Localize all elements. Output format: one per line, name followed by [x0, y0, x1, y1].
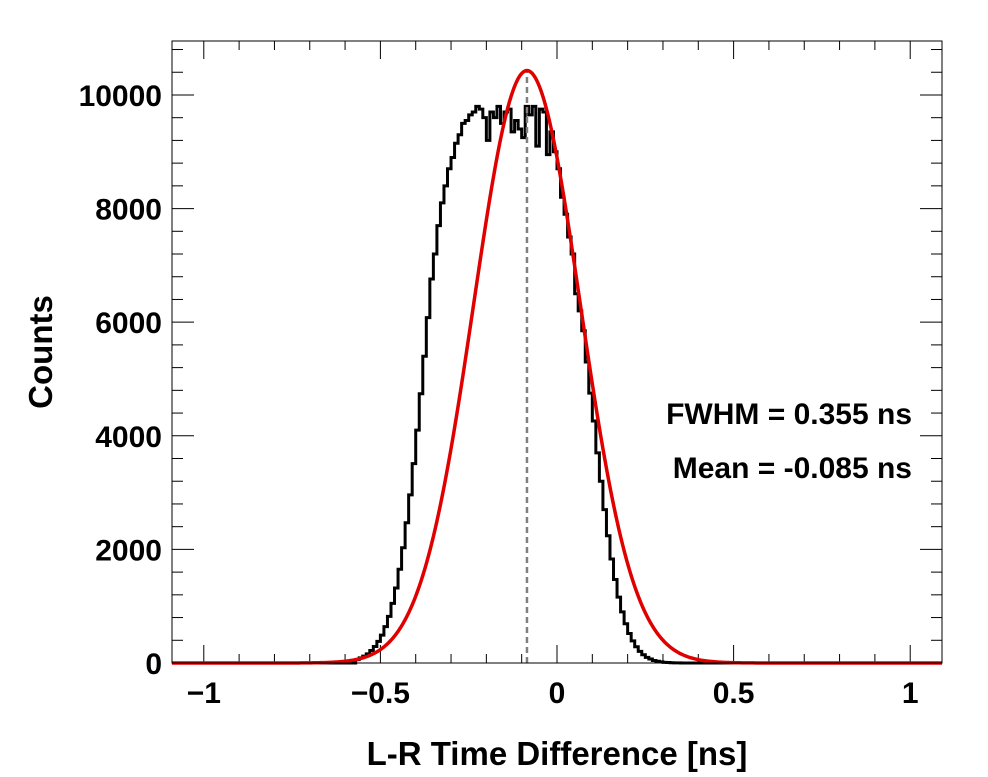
histogram-bin: [553, 152, 557, 663]
histogram-bin: [448, 169, 452, 663]
y-tick-label: 10000: [79, 80, 162, 113]
histogram-bin: [483, 118, 487, 663]
histogram-bars: [172, 104, 942, 665]
histogram-bin: [515, 121, 519, 663]
histogram-bin: [543, 112, 547, 663]
axis-ticks: [172, 41, 942, 664]
histogram-bin: [585, 362, 589, 663]
tick-labels: −1 −0.5 0 0.5 1 0 2000 4000 6000 8000 10000: [79, 80, 919, 710]
histogram-bin: [532, 106, 536, 663]
histogram-bin: [423, 356, 427, 663]
histogram-bin: [430, 279, 434, 663]
x-tick-label: −1: [187, 677, 221, 710]
mean-annotation: Mean = -0.085 ns: [673, 452, 912, 485]
y-axis-title: Counts: [22, 295, 59, 409]
histogram-bin: [536, 146, 540, 663]
histogram-bin: [592, 421, 596, 663]
histogram-bin: [522, 138, 526, 663]
x-tick-label: 1: [902, 677, 919, 710]
y-tick-label: 4000: [95, 421, 162, 454]
histogram-bin: [578, 311, 582, 663]
histogram-bin: [426, 318, 430, 663]
histogram-bin: [557, 169, 561, 663]
histogram-bin: [589, 393, 593, 663]
histogram-bin: [511, 132, 515, 663]
histogram-bin: [479, 109, 483, 663]
histogram-bin: [596, 453, 600, 663]
y-tick-label: 6000: [95, 307, 162, 340]
histogram-bin: [550, 132, 554, 663]
histogram-bin: [440, 203, 444, 663]
histogram-bin: [465, 121, 469, 663]
x-tick-label: 0.5: [713, 677, 755, 710]
plot-frame: [171, 40, 943, 664]
y-tick-label: 8000: [95, 194, 162, 227]
histogram-bin: [444, 186, 448, 663]
histogram-bin: [508, 109, 512, 663]
histogram-bin: [476, 106, 480, 663]
y-tick-label: 2000: [95, 534, 162, 567]
histogram-bin: [437, 226, 441, 663]
histogram-bin: [504, 112, 508, 663]
histogram-bin: [472, 112, 476, 663]
histogram-bin: [546, 155, 550, 663]
x-tick-label: −0.5: [351, 677, 410, 710]
histogram-bin: [462, 123, 466, 663]
histogram-bin: [493, 118, 497, 663]
histogram-bin: [518, 129, 522, 663]
histogram-bin: [561, 197, 565, 663]
histogram-bin: [568, 237, 572, 663]
fwhm-annotation: FWHM = 0.355 ns: [666, 398, 912, 431]
histogram-bin: [500, 123, 504, 663]
histogram-bin: [469, 115, 473, 663]
histogram-bin: [497, 106, 501, 663]
histogram-bin: [564, 214, 568, 663]
histogram-bin: [571, 254, 575, 663]
x-tick-label: 0: [549, 677, 566, 710]
x-axis-title: L-R Time Difference [ns]: [367, 735, 748, 772]
histogram-bin: [433, 254, 437, 663]
y-tick-label: 0: [145, 648, 162, 681]
histogram-outline: [172, 104, 942, 665]
histogram-bin: [529, 115, 533, 663]
histogram-bin: [419, 394, 423, 663]
histogram-bin: [451, 157, 455, 663]
histogram-bin: [575, 294, 579, 663]
histogram-bin: [539, 109, 543, 663]
histogram-bin: [582, 331, 586, 663]
